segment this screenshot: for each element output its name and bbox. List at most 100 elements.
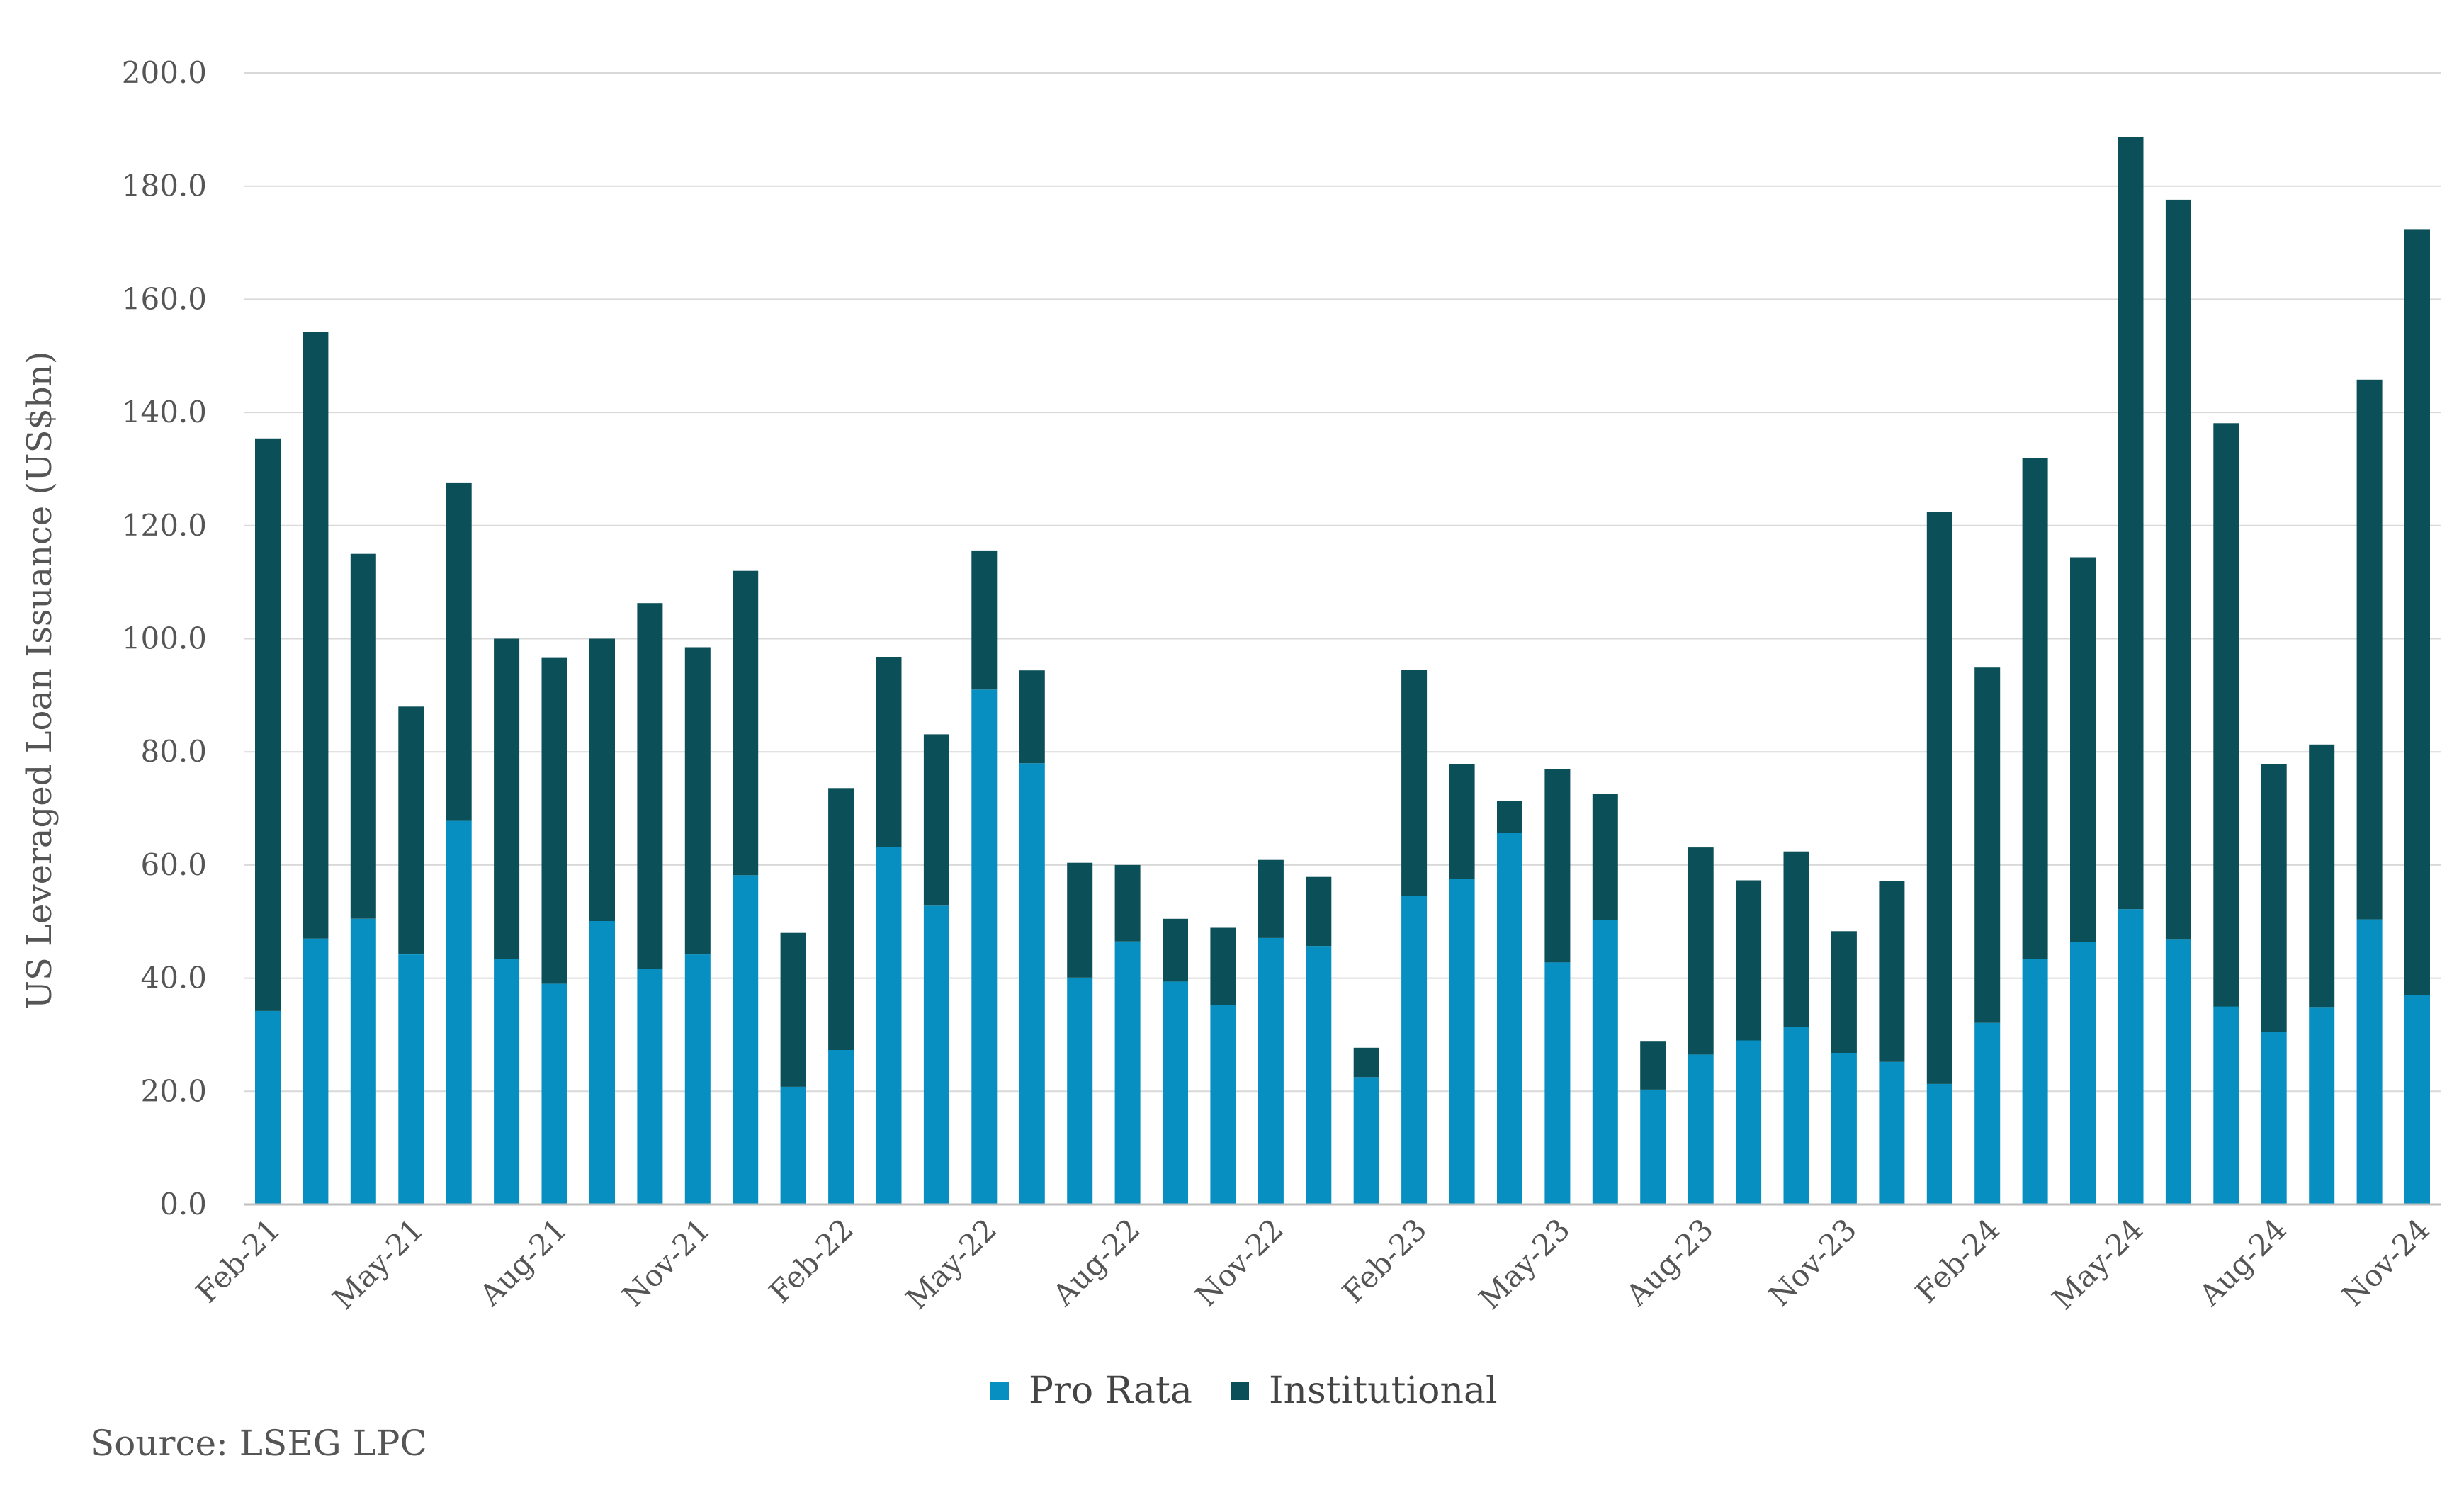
x-tick-label: Feb-24: [1909, 1212, 2006, 1309]
bar-institutional-nov-23: [1831, 931, 1857, 1053]
bar-institutional-oct-23: [1783, 851, 1809, 1027]
bar-pro-rata-apr-24: [2070, 942, 2096, 1204]
y-tick-label: 80.0: [140, 734, 207, 769]
bar-pro-rata-dec-23: [1879, 1061, 1905, 1204]
x-tick-label: Feb-23: [1335, 1212, 1433, 1309]
bar-institutional-jun-21: [446, 482, 472, 821]
bar-pro-rata-jul-21: [494, 959, 520, 1204]
bar-pro-rata-dec-21: [733, 875, 759, 1204]
bar-pro-rata-sep-21: [589, 921, 615, 1204]
bar-institutional-mar-23: [1449, 764, 1475, 879]
y-tick-label: 100.0: [122, 621, 207, 656]
x-tick-label: May-23: [1472, 1212, 1576, 1316]
y-axis-ticks: 0.0 20.0 40.0 60.0 80.0 100.0 120.0 140.0 160.0 1…: [122, 55, 207, 1221]
x-tick-label: Aug-23: [1619, 1212, 1720, 1313]
x-tick-label: Aug-24: [2192, 1212, 2293, 1313]
bar-institutional-oct-24: [2356, 379, 2383, 920]
bar-institutional-aug-21: [541, 657, 567, 984]
bar-institutional-dec-21: [733, 570, 759, 876]
bar-institutional-feb-24: [1974, 667, 2001, 1023]
x-tick-label: May-24: [2045, 1212, 2149, 1316]
y-tick-label: 60.0: [140, 847, 207, 882]
bar-pro-rata-nov-21: [684, 954, 711, 1204]
y-tick-label: 120.0: [122, 508, 207, 543]
bar-institutional-sep-22: [1163, 918, 1188, 982]
bar-institutional-feb-23: [1401, 670, 1428, 896]
y-tick-label: 180.0: [122, 169, 207, 203]
gridlines: [244, 72, 2441, 1093]
x-tick-label: Feb-22: [762, 1212, 860, 1309]
bar-pro-rata-jan-24: [1926, 1083, 1952, 1204]
bar-pro-rata-jan-23: [1353, 1077, 1379, 1204]
y-tick-label: 140.0: [122, 395, 207, 429]
bar-pro-rata-jun-21: [446, 820, 472, 1204]
bar-institutional-apr-23: [1497, 801, 1522, 833]
bar-institutional-may-22: [971, 550, 998, 690]
legend-swatch-pro-rata: [990, 1382, 1009, 1400]
bar-institutional-aug-24: [2261, 764, 2287, 1032]
bar-pro-rata-mar-24: [2022, 959, 2048, 1204]
x-tick-label: May-22: [899, 1212, 1003, 1316]
bar-pro-rata-nov-23: [1831, 1053, 1857, 1204]
bar-pro-rata-apr-23: [1497, 833, 1522, 1204]
bar-pro-rata-aug-21: [541, 983, 567, 1204]
bar-institutional-aug-23: [1688, 847, 1714, 1055]
legend-label-pro-rata: Pro Rata: [1029, 1370, 1192, 1412]
bar-institutional-mar-21: [303, 332, 329, 939]
bar-pro-rata-aug-22: [1114, 941, 1141, 1204]
y-tick-label: 40.0: [140, 961, 207, 995]
y-tick-label: 0.0: [159, 1187, 207, 1221]
bar-institutional-sep-24: [2309, 744, 2335, 1008]
bar-institutional-may-24: [2118, 137, 2144, 910]
bar-institutional-jun-22: [1019, 670, 1045, 764]
source-note: Source: LSEG LPC: [90, 1423, 427, 1464]
bar-institutional-jul-21: [494, 638, 520, 959]
bar-pro-rata-feb-21: [255, 1010, 281, 1204]
bar-pro-rata-dec-22: [1306, 946, 1332, 1204]
x-tick-label: Nov-22: [1189, 1212, 1290, 1313]
x-axis-ticks: Feb-21 May-21 Aug-21 Nov-21 Feb-22 May-22 Aug-…: [189, 1212, 2436, 1316]
bar-institutional-apr-24: [2070, 557, 2096, 942]
bar-pro-rata-oct-22: [1210, 1005, 1236, 1204]
bar-pro-rata-feb-24: [1974, 1022, 2001, 1204]
bar-institutional-nov-22: [1258, 859, 1284, 938]
bar-pro-rata-mar-22: [876, 847, 902, 1204]
bars: [255, 137, 2430, 1204]
bar-institutional-apr-21: [350, 553, 376, 919]
x-tick-label: Nov-21: [616, 1212, 717, 1313]
bar-institutional-jan-24: [1926, 512, 1952, 1084]
bar-institutional-nov-21: [684, 647, 711, 955]
bar-pro-rata-nov-22: [1258, 937, 1284, 1204]
bar-pro-rata-aug-24: [2261, 1032, 2287, 1204]
bar-institutional-dec-23: [1879, 881, 1905, 1062]
bar-institutional-sep-21: [589, 638, 615, 921]
bar-pro-rata-aug-23: [1688, 1054, 1714, 1204]
bar-institutional-may-21: [398, 706, 424, 954]
bar-pro-rata-may-21: [398, 954, 424, 1204]
bar-institutional-jan-23: [1353, 1047, 1379, 1078]
bar-institutional-may-23: [1544, 769, 1571, 963]
bar-pro-rata-jul-24: [2213, 1006, 2239, 1204]
bar-pro-rata-may-22: [971, 689, 998, 1204]
y-axis-label: US Leveraged Loan Issuance (US$bn): [20, 351, 60, 1010]
bar-institutional-oct-22: [1210, 927, 1236, 1005]
x-tick-label: Aug-22: [1046, 1212, 1147, 1313]
bar-institutional-jul-22: [1067, 862, 1093, 978]
bar-pro-rata-feb-23: [1401, 896, 1428, 1204]
bar-pro-rata-oct-24: [2356, 919, 2383, 1204]
bar-pro-rata-jan-22: [780, 1086, 806, 1204]
x-tick-label: Nov-23: [1762, 1212, 1863, 1313]
bar-institutional-mar-22: [876, 657, 902, 847]
x-tick-label: Feb-21: [189, 1212, 287, 1309]
bar-institutional-jul-24: [2213, 423, 2239, 1007]
bar-institutional-feb-22: [828, 788, 854, 1050]
bar-pro-rata-sep-23: [1736, 1040, 1762, 1204]
bar-pro-rata-jun-23: [1592, 920, 1618, 1204]
bar-institutional-apr-22: [923, 734, 949, 906]
bar-pro-rata-oct-23: [1783, 1027, 1809, 1204]
bar-pro-rata-jul-23: [1640, 1089, 1666, 1204]
bar-institutional-feb-21: [255, 438, 281, 1011]
x-tick-label: May-21: [326, 1212, 430, 1316]
y-tick-label: 20.0: [140, 1073, 207, 1108]
